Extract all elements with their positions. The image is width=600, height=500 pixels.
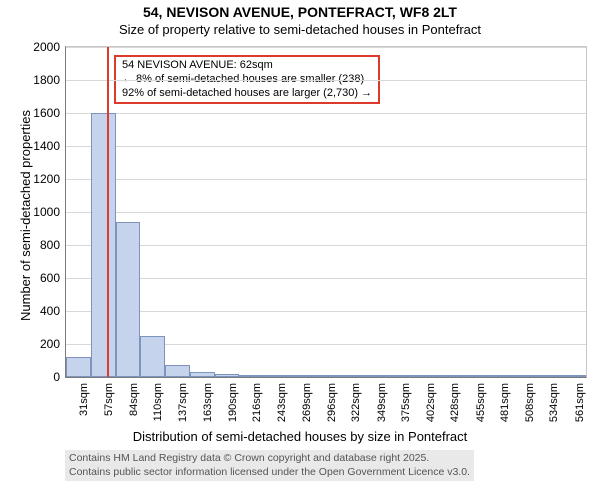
x-tick-label: 269sqm [301,383,313,422]
y-tick-label: 800 [40,238,60,252]
histogram-bar [413,375,438,377]
histogram-bar [338,375,363,377]
chart-title: 54, NEVISON AVENUE, PONTEFRACT, WF8 2LT [0,4,600,20]
x-tick-label: 190sqm [227,383,239,422]
histogram-bar [190,372,215,377]
chart-container: { "title": "54, NEVISON AVENUE, PONTEFRA… [0,0,600,500]
histogram-bar [91,113,116,377]
x-tick-label: 455sqm [475,383,487,422]
y-axis-label: Number of semi-detached properties [18,110,33,321]
x-tick-label: 375sqm [400,383,412,422]
histogram-bar [363,375,388,377]
x-tick-label: 428sqm [449,383,461,422]
x-tick-label: 163sqm [202,383,214,422]
histogram-bar [66,357,91,377]
histogram-bar [314,375,339,377]
histogram-bar [116,222,141,377]
histogram-bar [462,375,487,377]
x-tick-label: 402sqm [425,383,437,422]
histogram-bar [487,375,512,377]
y-tick-label: 1000 [33,205,60,219]
x-tick-label: 243sqm [276,383,288,422]
annotation-line-3: 92% of semi-detached houses are larger (… [122,87,372,101]
histogram-bar [437,375,462,377]
y-tick-label: 200 [40,337,60,351]
x-tick-label: 137sqm [177,383,189,422]
histogram-bar [215,374,240,377]
histogram-bar [512,375,537,377]
y-tick-label: 0 [53,370,60,384]
x-tick-label: 57sqm [103,383,115,416]
gridline [66,212,586,213]
histogram-bar [264,375,289,377]
x-tick-label: 322sqm [350,383,362,422]
annotation-line-1: 54 NEVISON AVENUE: 62sqm [122,59,372,73]
histogram-bar [239,375,264,377]
x-tick-label: 296sqm [326,383,338,422]
gridline [66,278,586,279]
gridline [66,47,586,48]
x-tick-label: 561sqm [574,383,586,422]
x-tick-label: 349sqm [376,383,388,422]
y-tick-label: 1400 [33,139,60,153]
y-tick-label: 1200 [33,172,60,186]
histogram-bar [388,375,413,377]
histogram-bar [140,336,165,377]
y-tick-label: 600 [40,271,60,285]
gridline [66,80,586,81]
gridline [66,311,586,312]
x-tick-label: 31sqm [78,383,90,416]
x-tick-label: 110sqm [152,383,164,421]
gridline [66,179,586,180]
histogram-bar [289,375,314,377]
footer-line-1: Contains HM Land Registry data © Crown c… [69,452,470,466]
histogram-bar [561,375,586,377]
histogram-bar [165,365,190,377]
plot-area: 54 NEVISON AVENUE: 62sqm ← 8% of semi-de… [65,46,587,378]
y-tick-label: 1600 [33,106,60,120]
y-tick-label: 2000 [33,40,60,54]
y-tick-label: 400 [40,304,60,318]
gridline [66,245,586,246]
x-tick-label: 216sqm [251,383,263,422]
gridline [66,146,586,147]
chart-subtitle: Size of property relative to semi-detach… [0,22,600,37]
x-tick-label: 508sqm [524,383,536,422]
marker-line [107,47,109,377]
attribution-footer: Contains HM Land Registry data © Crown c… [65,450,474,481]
gridline [66,113,586,114]
histogram-bar [536,375,561,377]
x-tick-label: 84sqm [128,383,140,416]
y-tick-label: 1800 [33,73,60,87]
x-tick-label: 534sqm [548,383,560,422]
footer-line-2: Contains public sector information licen… [69,466,470,480]
x-tick-label: 481sqm [499,383,511,422]
x-axis-label: Distribution of semi-detached houses by … [0,429,600,444]
